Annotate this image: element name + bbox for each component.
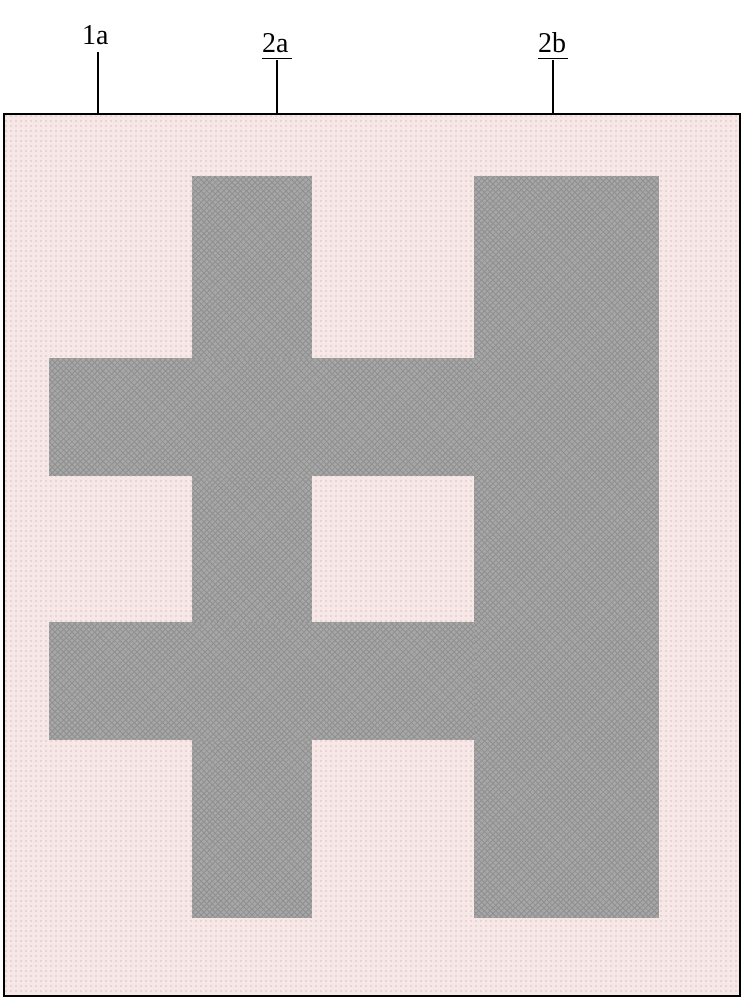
callout-label-1a: 1a [82, 20, 108, 52]
callout-underline-2b [538, 58, 568, 59]
callout-label-2a: 2a [262, 28, 288, 60]
leader-line-1a [97, 52, 99, 113]
region-2b [474, 176, 659, 918]
region-2a-horizontal-top [49, 358, 474, 476]
callout-underline-2a [262, 58, 292, 59]
callout-label-2b: 2b [538, 28, 566, 60]
canvas: 1a 2a 2b [0, 0, 744, 1000]
diagram-frame [3, 113, 741, 997]
region-2a-vertical [192, 176, 312, 918]
region-2a-horizontal-bottom [49, 622, 474, 740]
